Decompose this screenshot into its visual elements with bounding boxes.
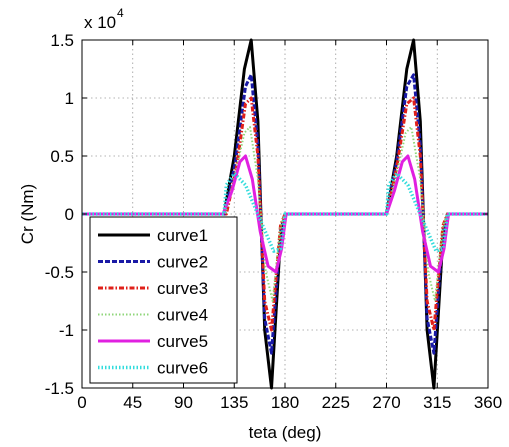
legend-label-curve4: curve4	[157, 306, 208, 325]
axis-ticks: 0 45 90 135 180 225 270 315 360 -1.5 -1 -0.5 0 0.5 1 1.…	[45, 31, 502, 412]
legend-label-curve6: curve6	[157, 359, 208, 378]
y-tick-label: -1.5	[45, 379, 74, 398]
x-tick-label: 45	[123, 393, 142, 412]
series-line-curve2	[82, 73, 488, 355]
legend-label-curve1: curve1	[157, 226, 208, 245]
y-multiplier-base: x 10	[84, 13, 116, 32]
legend-label-curve3: curve3	[157, 279, 208, 298]
y-multiplier-exponent: 4	[117, 6, 124, 20]
series-line-curve6	[82, 171, 488, 253]
series-line-curve4	[82, 126, 488, 302]
x-tick-label: 0	[77, 393, 86, 412]
x-tick-label: 270	[372, 393, 400, 412]
x-tick-label: 360	[474, 393, 502, 412]
legend: curve1 curve2 curve3 curve4 curve5 curve6	[89, 216, 238, 384]
y-tick-label: 0.5	[50, 147, 74, 166]
y-tick-label: 1	[65, 89, 74, 108]
x-tick-label: 315	[423, 393, 451, 412]
x-tick-label: 135	[220, 393, 248, 412]
x-tick-label: 180	[271, 393, 299, 412]
y-tick-label: 0	[65, 205, 74, 224]
series-lines	[82, 38, 488, 390]
y-tick-label: 1.5	[50, 31, 74, 50]
x-axis-label: teta (deg)	[249, 423, 322, 442]
y-axis-label: Cr (Nm)	[18, 184, 37, 244]
x-tick-label: 90	[174, 393, 193, 412]
series-line-curve5	[82, 154, 488, 274]
legend-label-curve2: curve2	[157, 253, 208, 272]
legend-box	[89, 216, 238, 384]
legend-label-curve5: curve5	[157, 332, 208, 351]
y-tick-label: -0.5	[45, 263, 74, 282]
y-tick-label: -1	[59, 321, 74, 340]
x-tick-label: 225	[322, 393, 350, 412]
